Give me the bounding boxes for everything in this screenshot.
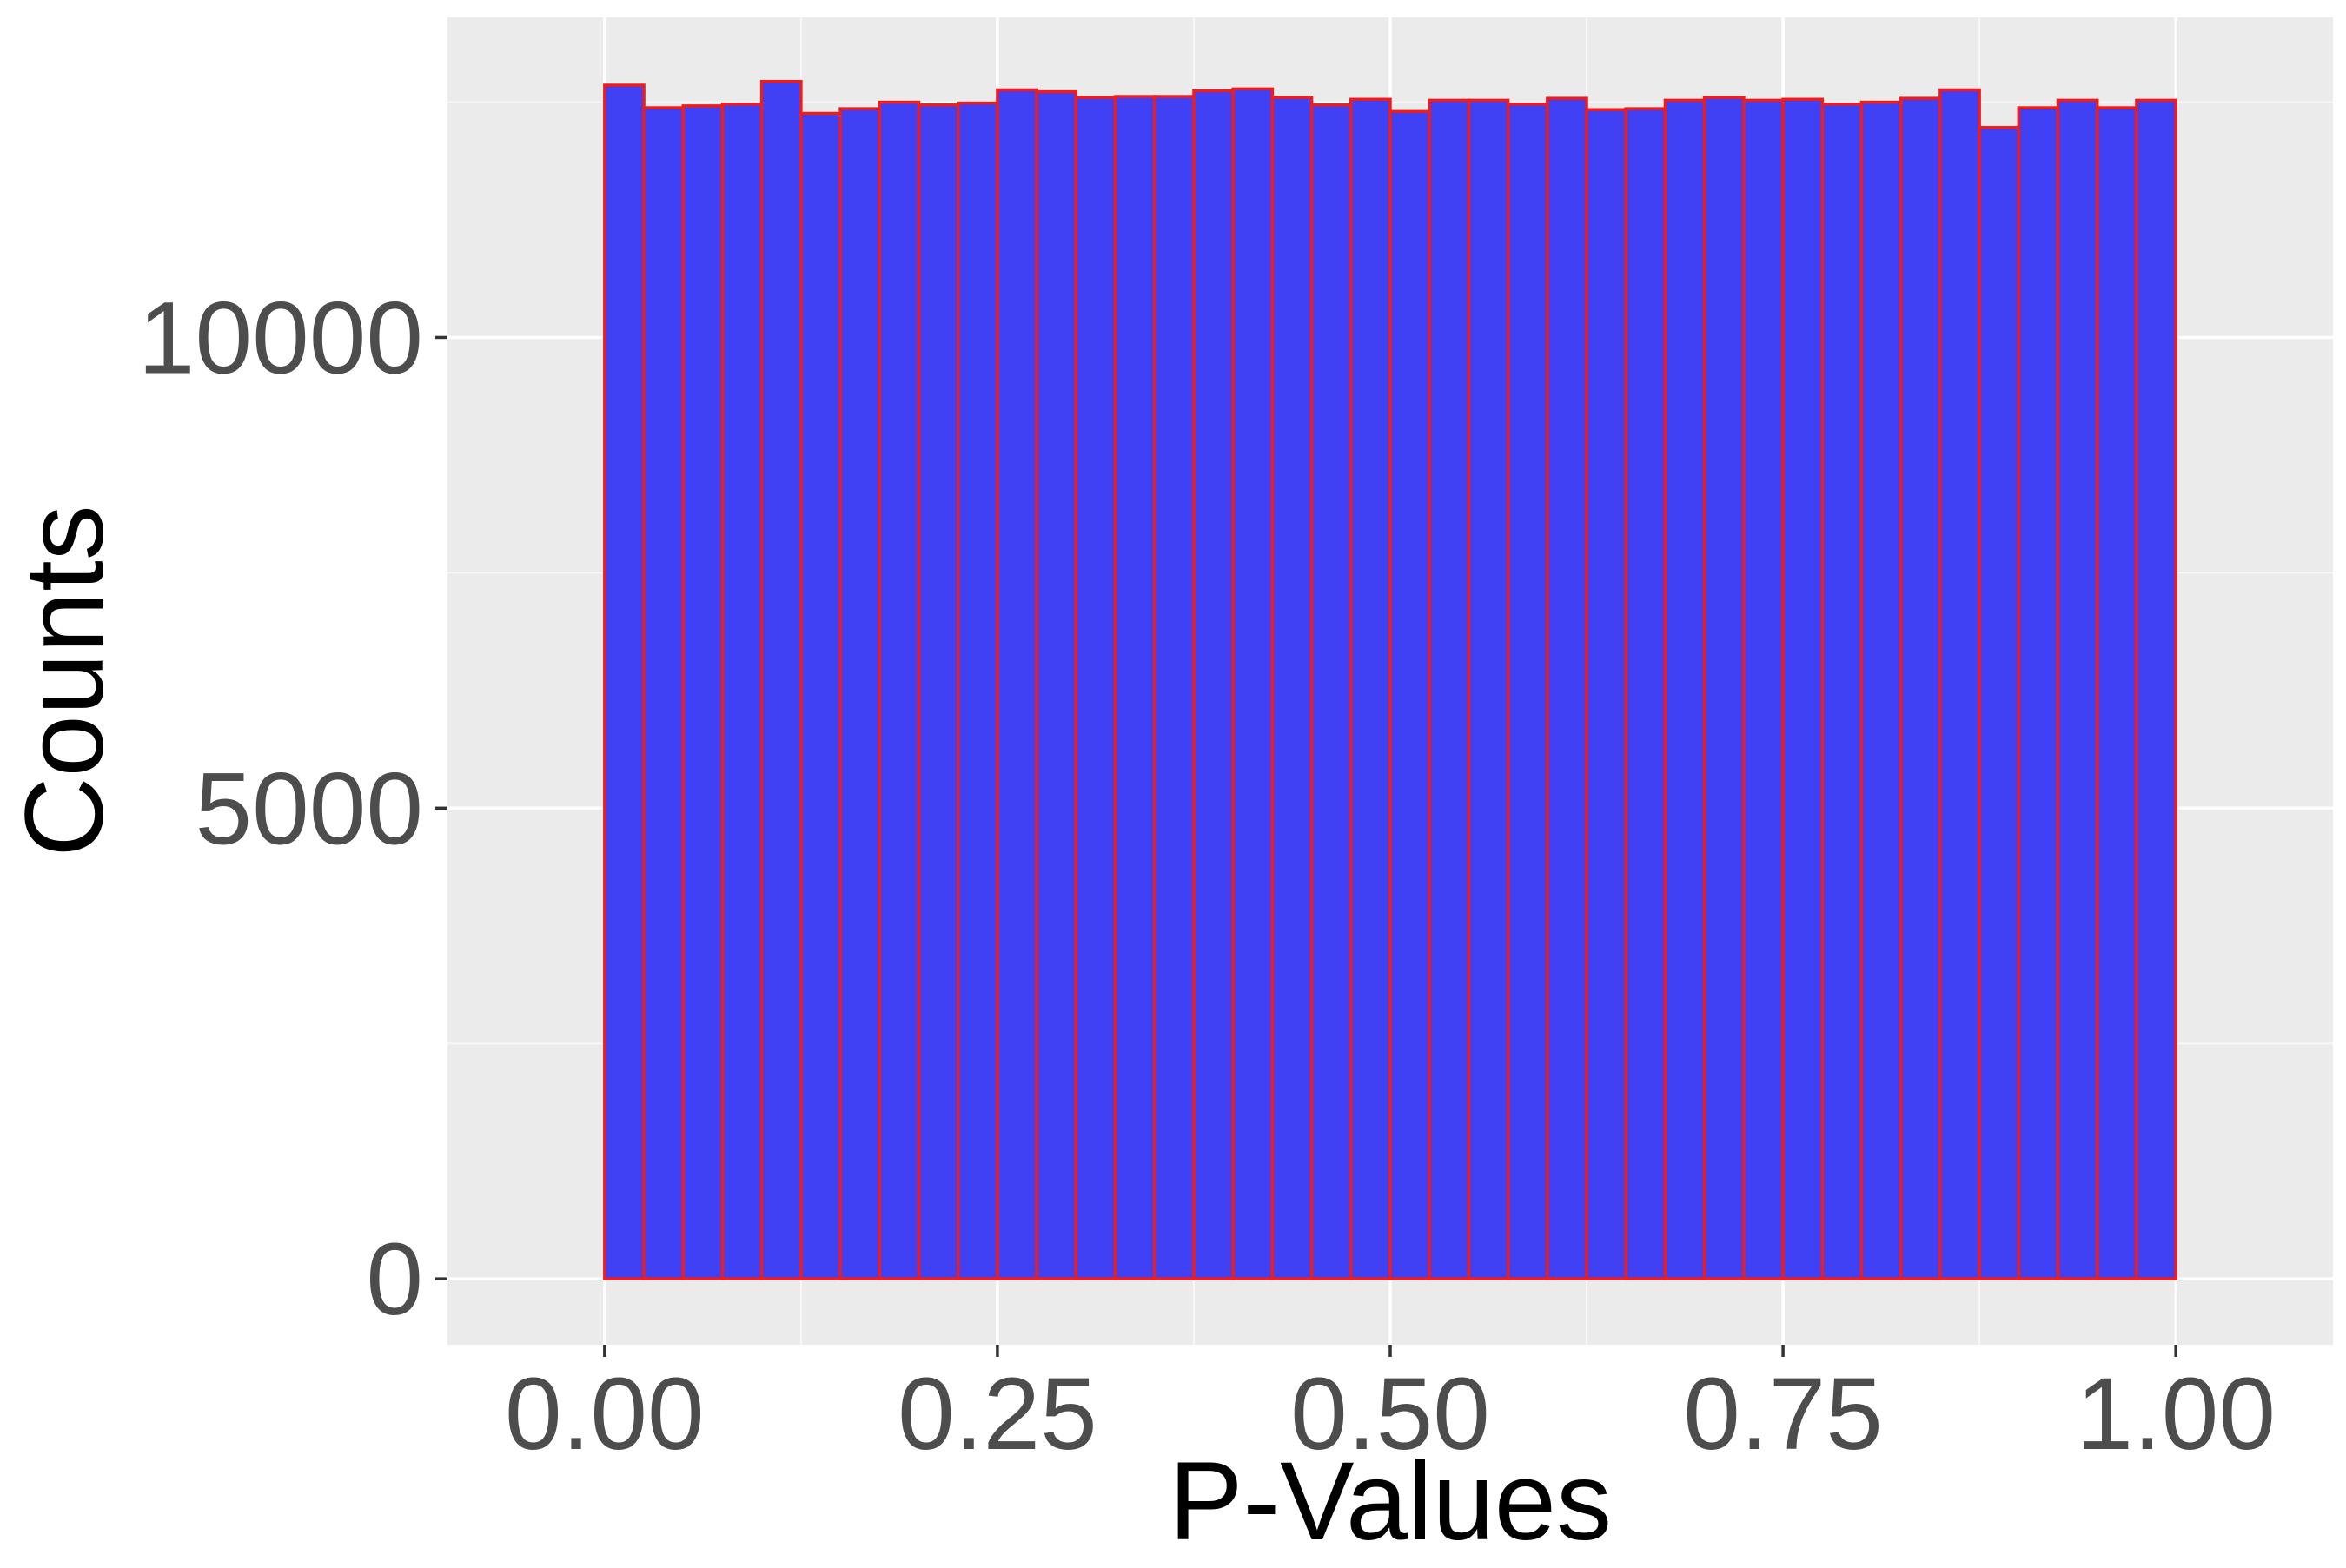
x-tick-label: 0.75 bbox=[1683, 1357, 1883, 1472]
histogram-bar bbox=[878, 100, 921, 1280]
histogram-bar bbox=[1938, 88, 1981, 1280]
y-tick-label: 10000 bbox=[138, 281, 423, 395]
histogram-bar bbox=[838, 107, 882, 1280]
histogram-bar bbox=[917, 103, 960, 1280]
histogram-bar bbox=[642, 106, 686, 1280]
x-tick-label: 0.25 bbox=[898, 1357, 1097, 1472]
histogram-bar bbox=[720, 102, 764, 1280]
histogram-bar bbox=[2017, 106, 2060, 1280]
x-tick-label: 0.50 bbox=[1290, 1357, 1490, 1472]
histogram-bars bbox=[603, 79, 2177, 1280]
histogram-bar bbox=[1113, 95, 1156, 1280]
y-tick-label: 0 bbox=[366, 1222, 423, 1337]
histogram-bar bbox=[1467, 98, 1510, 1280]
histogram-bar bbox=[1270, 96, 1314, 1280]
histogram-bar bbox=[1585, 108, 1627, 1280]
y-axis-title: Counts bbox=[3, 505, 127, 857]
histogram-bar bbox=[1742, 98, 1785, 1280]
histogram-bar bbox=[1428, 98, 1471, 1280]
histogram-bar bbox=[1349, 97, 1392, 1280]
x-tick-label: 1.00 bbox=[2076, 1357, 2276, 1472]
histogram-bar bbox=[2135, 98, 2177, 1280]
histogram-bar bbox=[2096, 106, 2138, 1280]
x-axis-title: P-Values bbox=[1169, 1439, 1612, 1564]
x-tick-label: 0.00 bbox=[505, 1357, 705, 1472]
histogram-bar bbox=[1388, 109, 1431, 1280]
histogram-bar bbox=[1546, 96, 1588, 1280]
histogram-bar bbox=[996, 88, 1038, 1280]
histogram-bar bbox=[1153, 95, 1196, 1280]
histogram-bar bbox=[759, 79, 803, 1280]
histogram-bar bbox=[1820, 102, 1864, 1280]
histogram-bar bbox=[956, 101, 999, 1280]
histogram-bar bbox=[1074, 96, 1117, 1280]
histogram-bar bbox=[2056, 98, 2099, 1280]
histogram-bar bbox=[1309, 103, 1353, 1280]
histogram-bar bbox=[1624, 107, 1667, 1280]
histogram-bar bbox=[681, 104, 725, 1280]
histogram-bar bbox=[1899, 96, 1942, 1280]
histogram-bar bbox=[1702, 96, 1746, 1280]
histogram-bar bbox=[1192, 89, 1235, 1280]
histogram-bar bbox=[1231, 87, 1275, 1280]
histogram-bar bbox=[1781, 97, 1825, 1280]
histogram-bar bbox=[1859, 100, 1903, 1280]
x-axis-ticks: 0.00 0.25 0.50 0.75 1.00 bbox=[505, 1345, 2276, 1472]
y-axis-ticks: 0 5000 10000 bbox=[138, 281, 447, 1337]
histogram-bar bbox=[1663, 98, 1706, 1280]
histogram-bar bbox=[603, 83, 646, 1280]
y-tick-label: 5000 bbox=[195, 751, 423, 866]
histogram-bar bbox=[1978, 126, 2021, 1280]
histogram-bar bbox=[799, 111, 842, 1280]
histogram-bar bbox=[1035, 89, 1078, 1280]
histogram-bar bbox=[1506, 102, 1549, 1280]
